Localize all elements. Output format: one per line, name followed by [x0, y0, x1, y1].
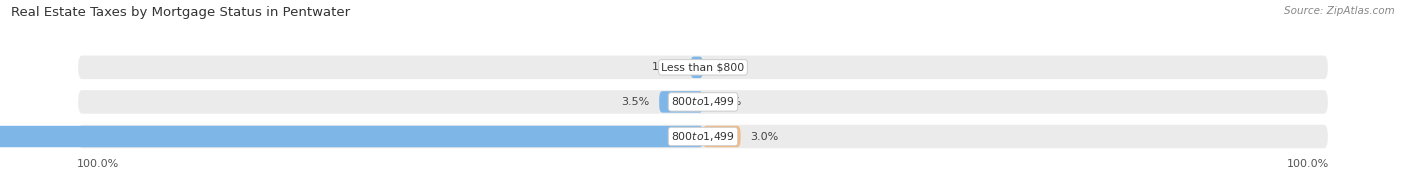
Text: $800 to $1,499: $800 to $1,499	[671, 130, 735, 143]
Text: $800 to $1,499: $800 to $1,499	[671, 95, 735, 108]
Text: Real Estate Taxes by Mortgage Status in Pentwater: Real Estate Taxes by Mortgage Status in …	[11, 6, 350, 19]
FancyBboxPatch shape	[77, 123, 1329, 150]
Text: 0.0%: 0.0%	[713, 97, 741, 107]
FancyBboxPatch shape	[690, 57, 703, 78]
FancyBboxPatch shape	[77, 54, 1329, 81]
Text: 3.0%: 3.0%	[751, 132, 779, 142]
Text: 1.0%: 1.0%	[652, 62, 681, 72]
Text: Source: ZipAtlas.com: Source: ZipAtlas.com	[1284, 6, 1395, 16]
Text: Less than $800: Less than $800	[661, 62, 745, 72]
FancyBboxPatch shape	[0, 126, 703, 147]
Text: 3.5%: 3.5%	[621, 97, 650, 107]
FancyBboxPatch shape	[703, 126, 741, 147]
FancyBboxPatch shape	[659, 91, 703, 113]
Text: 100.0%: 100.0%	[1286, 159, 1329, 169]
FancyBboxPatch shape	[77, 89, 1329, 115]
Text: 100.0%: 100.0%	[77, 159, 120, 169]
Text: 0.0%: 0.0%	[713, 62, 741, 72]
